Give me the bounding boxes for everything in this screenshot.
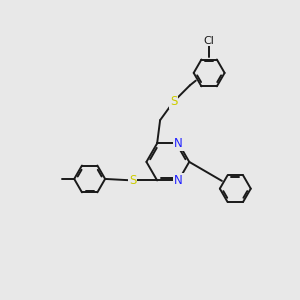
Text: S: S xyxy=(170,95,177,108)
Text: S: S xyxy=(129,174,136,187)
Text: N: N xyxy=(174,174,183,187)
Text: N: N xyxy=(174,137,183,150)
Text: Cl: Cl xyxy=(204,35,214,46)
